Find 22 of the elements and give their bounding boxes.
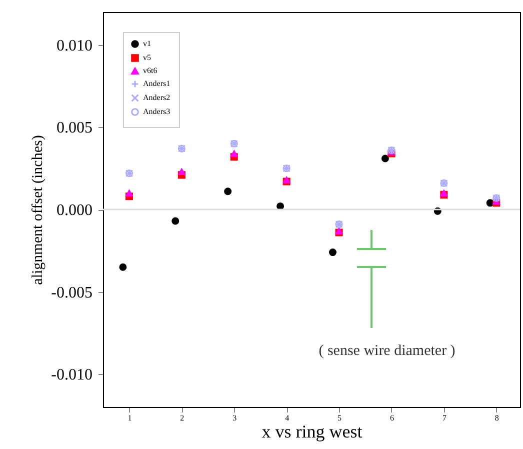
x-tick-label: 8	[494, 414, 499, 422]
annotation: ( sense wire diameter )	[318, 343, 456, 359]
y-tick-label: 0.005	[56, 120, 92, 137]
legend-label: v6t6	[143, 66, 158, 75]
legend-label: v1	[143, 39, 151, 48]
y-tick-label: 0.000	[56, 202, 92, 219]
legend-label: Anders3	[143, 107, 170, 116]
x-tick-label: 6	[390, 414, 394, 422]
legend-label: Anders1	[143, 79, 170, 88]
x-tick-label: 5	[338, 414, 342, 422]
x-axis-title: x vs ring west	[262, 422, 362, 442]
y-tick-label: -0.010	[51, 366, 92, 384]
x-tick-label: 1	[128, 414, 132, 422]
legend-label: Anders2	[143, 93, 170, 102]
x-tick-label: 4	[285, 414, 290, 422]
y-tick-label: -0.005	[51, 284, 92, 302]
y-tick-label: 0.010	[56, 37, 92, 54]
x-tick-label: 7	[442, 414, 446, 422]
legend-label: v5	[143, 53, 151, 62]
y-axis-title: alignment offset (inches)	[30, 135, 46, 285]
x-tick-label: 3	[232, 414, 237, 422]
x-tick-label: 2	[180, 414, 184, 422]
